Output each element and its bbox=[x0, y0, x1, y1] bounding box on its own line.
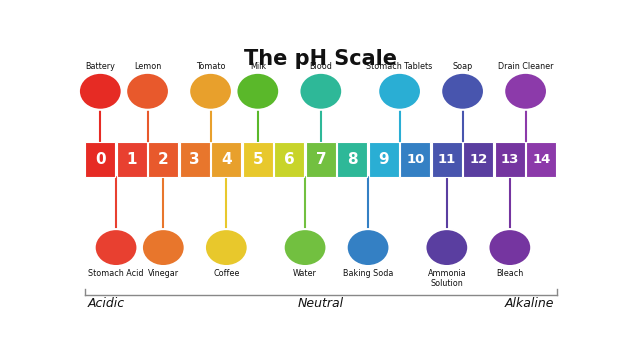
FancyBboxPatch shape bbox=[463, 142, 493, 177]
FancyBboxPatch shape bbox=[85, 142, 115, 177]
Text: Baking Soda: Baking Soda bbox=[343, 269, 393, 278]
FancyBboxPatch shape bbox=[400, 142, 431, 177]
Circle shape bbox=[142, 229, 185, 266]
FancyBboxPatch shape bbox=[305, 142, 336, 177]
FancyBboxPatch shape bbox=[243, 142, 273, 177]
Circle shape bbox=[95, 229, 138, 266]
Circle shape bbox=[237, 73, 279, 110]
Text: 1: 1 bbox=[126, 152, 137, 167]
FancyBboxPatch shape bbox=[148, 142, 178, 177]
Circle shape bbox=[205, 229, 248, 266]
FancyBboxPatch shape bbox=[211, 142, 242, 177]
FancyBboxPatch shape bbox=[274, 142, 304, 177]
Circle shape bbox=[347, 229, 389, 266]
Text: Ammonia
Solution: Ammonia Solution bbox=[428, 269, 466, 288]
Circle shape bbox=[79, 73, 121, 110]
Text: Drain Cleaner: Drain Cleaner bbox=[498, 62, 553, 71]
Text: The pH Scale: The pH Scale bbox=[244, 49, 398, 69]
Text: 2: 2 bbox=[158, 152, 168, 167]
Text: 8: 8 bbox=[347, 152, 357, 167]
Text: Stomach Acid: Stomach Acid bbox=[88, 269, 144, 278]
Text: 14: 14 bbox=[532, 153, 550, 166]
Text: Milk: Milk bbox=[250, 62, 266, 71]
Text: 5: 5 bbox=[252, 152, 263, 167]
Text: Neutral: Neutral bbox=[298, 297, 344, 310]
FancyBboxPatch shape bbox=[432, 142, 462, 177]
Circle shape bbox=[488, 229, 531, 266]
Text: Blood: Blood bbox=[309, 62, 332, 71]
Text: Lemon: Lemon bbox=[134, 62, 161, 71]
Text: 0: 0 bbox=[95, 152, 106, 167]
Text: 10: 10 bbox=[406, 153, 424, 166]
FancyBboxPatch shape bbox=[495, 142, 525, 177]
FancyBboxPatch shape bbox=[180, 142, 210, 177]
Circle shape bbox=[189, 73, 232, 110]
Text: 9: 9 bbox=[379, 152, 389, 167]
FancyBboxPatch shape bbox=[526, 142, 557, 177]
Text: 11: 11 bbox=[438, 153, 456, 166]
Text: 3: 3 bbox=[190, 152, 200, 167]
Text: 12: 12 bbox=[470, 153, 488, 166]
Circle shape bbox=[126, 73, 169, 110]
Text: Soap: Soap bbox=[453, 62, 473, 71]
FancyBboxPatch shape bbox=[116, 142, 147, 177]
Circle shape bbox=[504, 73, 547, 110]
Text: Battery: Battery bbox=[85, 62, 115, 71]
Text: Tomato: Tomato bbox=[196, 62, 225, 71]
Text: 7: 7 bbox=[316, 152, 326, 167]
Text: Vinegar: Vinegar bbox=[148, 269, 179, 278]
Text: Acidic: Acidic bbox=[88, 297, 125, 310]
Circle shape bbox=[284, 229, 327, 266]
FancyBboxPatch shape bbox=[337, 142, 367, 177]
Text: Coffee: Coffee bbox=[213, 269, 240, 278]
Circle shape bbox=[426, 229, 468, 266]
Circle shape bbox=[378, 73, 421, 110]
Text: Stomach Tablets: Stomach Tablets bbox=[366, 62, 433, 71]
Circle shape bbox=[299, 73, 342, 110]
Text: Bleach: Bleach bbox=[496, 269, 523, 278]
Text: 13: 13 bbox=[501, 153, 519, 166]
Text: 4: 4 bbox=[221, 152, 232, 167]
Text: Alkaline: Alkaline bbox=[505, 297, 554, 310]
Text: 6: 6 bbox=[284, 152, 295, 167]
FancyBboxPatch shape bbox=[369, 142, 399, 177]
Text: Water: Water bbox=[293, 269, 317, 278]
Circle shape bbox=[441, 73, 484, 110]
